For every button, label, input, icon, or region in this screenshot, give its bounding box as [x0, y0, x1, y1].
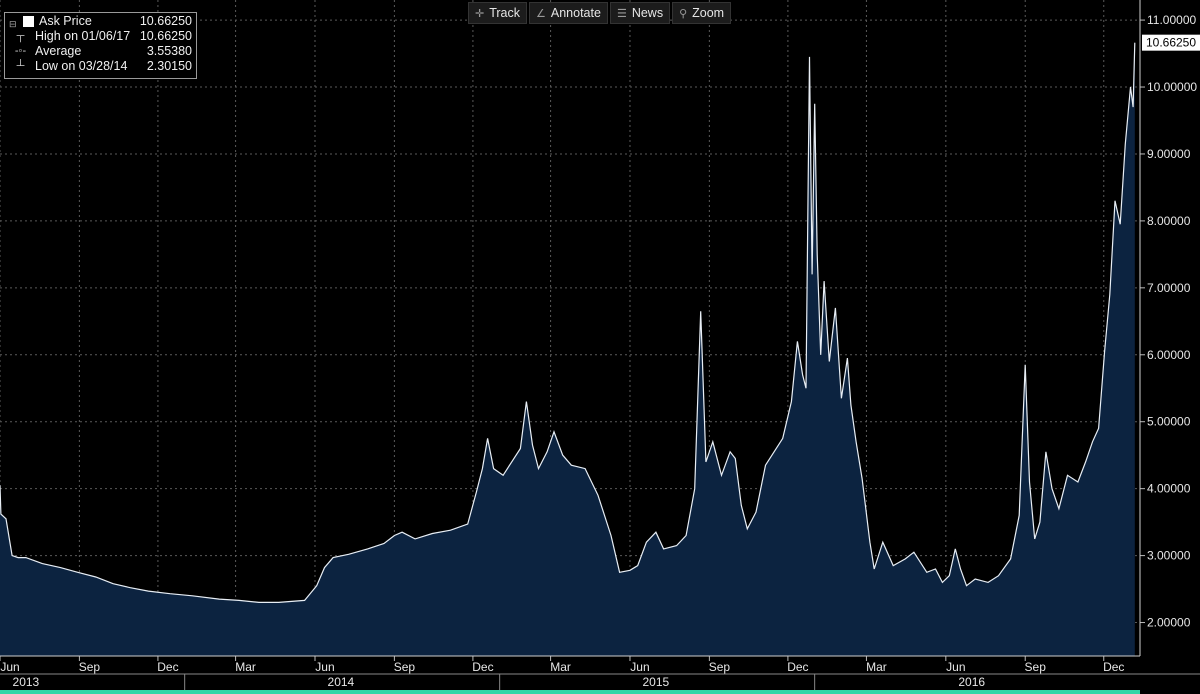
x-tick-label: Sep — [394, 660, 416, 674]
year-label: 2014 — [328, 675, 355, 689]
year-label: 2013 — [13, 675, 40, 689]
legend-row-series[interactable]: ⊟ Ask Price 10.66250 — [5, 14, 192, 29]
series-swatch — [23, 16, 34, 27]
average-marker-icon: -◦- — [14, 45, 27, 57]
annotate-button[interactable]: ∠ Annotate — [529, 2, 608, 24]
legend-low-label: Low on 03/28/14 — [35, 59, 128, 73]
y-tick-label: 5.00000 — [1147, 415, 1191, 429]
y-tick-label: 9.00000 — [1147, 147, 1191, 161]
x-tick-label: Sep — [1025, 660, 1047, 674]
legend-series-value: 10.66250 — [139, 14, 192, 28]
chart-toolbar: ✛ Track ∠ Annotate ☰ News ⚲ Zoom — [468, 2, 732, 24]
y-tick-label: 7.00000 — [1147, 281, 1191, 295]
x-tick-label: Dec — [787, 660, 808, 674]
y-tick-label: 4.00000 — [1147, 482, 1191, 496]
news-label: News — [631, 6, 664, 20]
y-tick-label: 11.00000 — [1147, 13, 1196, 27]
track-button[interactable]: ✛ Track — [468, 2, 528, 24]
legend-row-high: ┬ High on 01/06/17 10.66250 — [5, 29, 192, 44]
x-tick-label: Dec — [472, 660, 493, 674]
plot-area — [0, 42, 1136, 656]
time-scroll-bar[interactable] — [0, 690, 1140, 694]
year-label: 2015 — [643, 675, 670, 689]
price-line — [0, 42, 1136, 603]
x-tick-label: Jun — [946, 660, 965, 674]
last-price-box — [1142, 34, 1200, 51]
legend-high-value: 10.66250 — [139, 29, 192, 43]
low-marker-icon: ┴ — [16, 60, 25, 72]
x-tick-label: Mar — [866, 660, 887, 674]
x-tick-label: Jun — [0, 660, 19, 674]
collapse-icon[interactable]: ⊟ — [9, 19, 17, 29]
track-label: Track — [489, 6, 521, 20]
y-tick-label: 3.00000 — [1147, 549, 1191, 563]
x-tick-label: Mar — [235, 660, 256, 674]
news-button[interactable]: ☰ News — [609, 2, 671, 24]
annotate-label: Annotate — [550, 6, 601, 20]
crosshair-icon: ✛ — [475, 7, 485, 20]
high-marker-icon: ┬ — [16, 30, 25, 42]
legend-average-label: Average — [35, 44, 82, 58]
news-icon: ☰ — [616, 7, 627, 20]
magnifier-icon: ⚲ — [679, 7, 688, 20]
x-axis: Jun Sep Dec Mar Jun Sep Dec Mar Jun Sep Dec Mar Jun S… — [0, 655, 1200, 694]
y-tick-label: 6.00000 — [1147, 348, 1191, 362]
year-label: 2016 — [958, 675, 985, 689]
legend-series-label: Ask Price — [39, 14, 92, 28]
y-tick-label: 8.00000 — [1147, 214, 1191, 228]
x-tick-label: Sep — [79, 660, 101, 674]
x-tick-label: Jun — [630, 660, 649, 674]
y-axis: 2.00000 3.00000 4.00000 5.00000 6.00000 7.000… — [1139, 0, 1200, 656]
x-tick-label: Dec — [1103, 660, 1124, 674]
legend-average-value: 3.55380 — [146, 44, 192, 58]
y-tick-label: 10.00000 — [1147, 80, 1197, 94]
legend-row-average: -◦- Average 3.55380 — [5, 44, 192, 59]
last-price-label: 10.66250 — [1146, 36, 1196, 50]
y-tick-label: 2.00000 — [1147, 616, 1191, 630]
pencil-icon: ∠ — [536, 7, 546, 20]
x-tick-label: Sep — [709, 660, 731, 674]
price-area — [0, 42, 1135, 656]
legend-low-value: 2.30150 — [146, 59, 192, 73]
x-tick-label: Jun — [315, 660, 334, 674]
x-tick-label: Dec — [157, 660, 178, 674]
legend-high-label: High on 01/06/17 — [35, 29, 131, 43]
zoom-button[interactable]: ⚲ Zoom — [672, 2, 732, 24]
x-tick-label: Mar — [550, 660, 571, 674]
legend-row-low: ┴ Low on 03/28/14 2.30150 — [5, 59, 192, 74]
zoom-label: Zoom — [692, 6, 725, 20]
legend: ⊟ Ask Price 10.66250 ┬ High on 01/06/17 … — [4, 12, 197, 79]
